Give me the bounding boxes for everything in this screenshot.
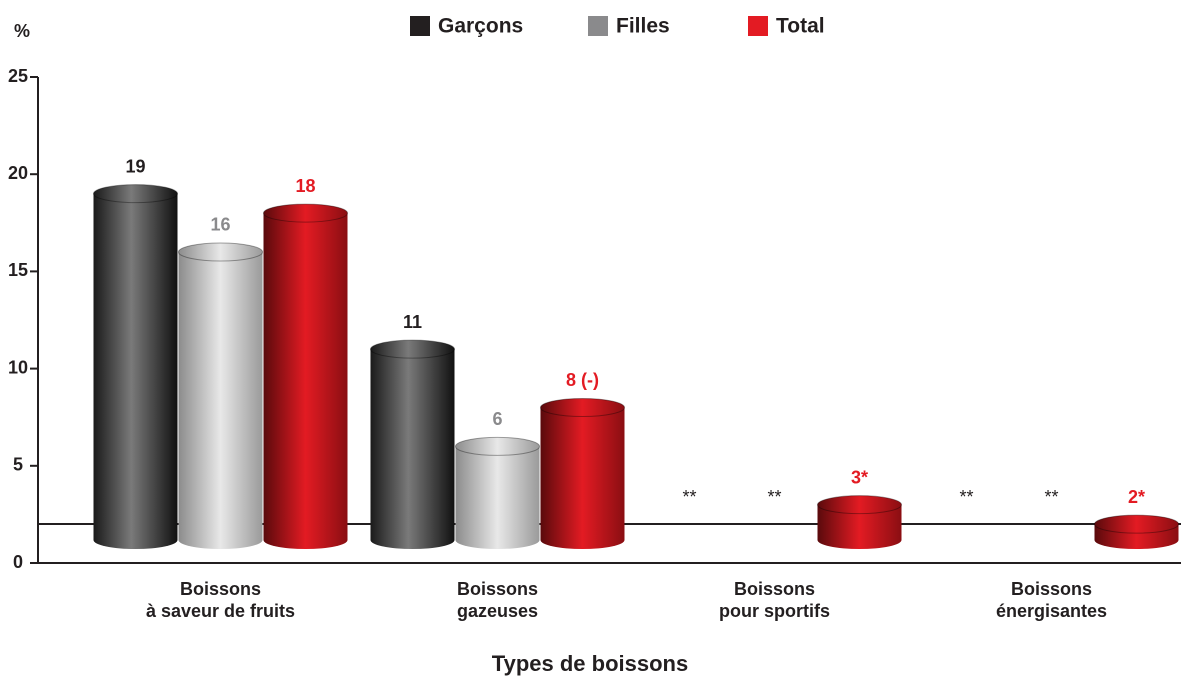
bar — [817, 504, 902, 549]
x-tick-label: Boissons — [734, 579, 815, 599]
x-tick-label: Boissons — [180, 579, 261, 599]
data-label: 16 — [210, 215, 230, 235]
bar-top — [370, 339, 455, 359]
data-label: ** — [1044, 487, 1058, 507]
data-label: 19 — [125, 156, 145, 176]
data-label: 2* — [1128, 487, 1145, 507]
data-label: 8 (-) — [566, 370, 599, 390]
bar — [93, 193, 178, 549]
y-tick-label: 20 — [8, 163, 28, 183]
y-tick-label: 5 — [13, 455, 23, 475]
data-label: 6 — [492, 409, 502, 429]
y-tick-label: 25 — [8, 66, 28, 86]
x-tick-label: Boissons — [1011, 579, 1092, 599]
x-tick-label: pour sportifs — [719, 601, 830, 621]
data-label: 3* — [851, 467, 868, 487]
data-label: 18 — [295, 176, 315, 196]
x-axis-label: Types de boissons — [492, 651, 688, 676]
bar — [178, 251, 263, 549]
x-tick-label: gazeuses — [457, 601, 538, 621]
y-tick-label: 0 — [13, 552, 23, 572]
bar — [540, 407, 625, 549]
legend-label: Garçons — [438, 15, 523, 38]
bar-top — [93, 184, 178, 204]
bar-top — [178, 242, 263, 262]
bar — [455, 446, 540, 549]
legend-swatch — [588, 16, 608, 36]
data-label: ** — [959, 487, 973, 507]
x-tick-label: énergisantes — [996, 601, 1107, 621]
legend-swatch — [748, 16, 768, 36]
bar — [263, 213, 348, 549]
legend-swatch — [410, 16, 430, 36]
x-tick-label: à saveur de fruits — [146, 601, 295, 621]
bar-top — [263, 203, 348, 223]
bar-top — [540, 397, 625, 417]
y-tick-label: 15 — [8, 260, 28, 280]
bar-top — [1094, 514, 1179, 534]
data-label: ** — [682, 487, 696, 507]
bar-top — [455, 436, 540, 456]
legend-label: Total — [776, 15, 825, 38]
bar-top — [817, 495, 902, 515]
y-tick-label: 10 — [8, 357, 28, 377]
data-label: 11 — [403, 312, 422, 332]
bar — [370, 349, 455, 549]
data-label: ** — [767, 487, 781, 507]
legend-label: Filles — [616, 15, 670, 38]
x-tick-label: Boissons — [457, 579, 538, 599]
y-axis-label: % — [14, 21, 30, 41]
